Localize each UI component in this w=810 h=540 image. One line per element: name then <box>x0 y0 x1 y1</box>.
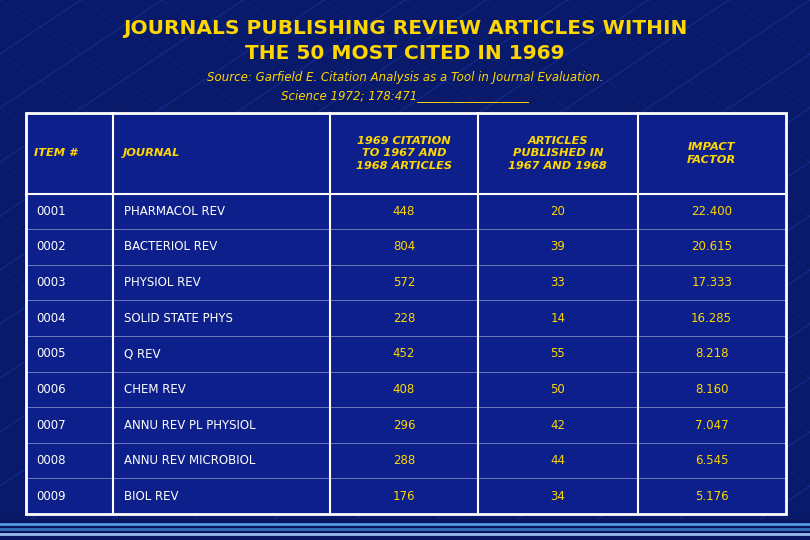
Text: 22.400: 22.400 <box>691 205 732 218</box>
Text: ITEM #: ITEM # <box>34 148 77 158</box>
Text: 55: 55 <box>550 347 565 360</box>
Text: 33: 33 <box>550 276 565 289</box>
Text: Source: Garfield E. Citation Analysis as a Tool in Journal Evaluation.: Source: Garfield E. Citation Analysis as… <box>207 71 603 84</box>
Text: BIOL REV: BIOL REV <box>124 490 178 503</box>
Text: 7.047: 7.047 <box>695 418 728 431</box>
Text: 20.615: 20.615 <box>691 240 732 253</box>
Text: 1969 CITATION
TO 1967 AND
1968 ARTICLES: 1969 CITATION TO 1967 AND 1968 ARTICLES <box>356 136 452 171</box>
Text: THE 50 MOST CITED IN 1969: THE 50 MOST CITED IN 1969 <box>245 44 565 63</box>
Text: Q REV: Q REV <box>124 347 160 360</box>
Text: 0009: 0009 <box>36 490 66 503</box>
Text: 8.218: 8.218 <box>695 347 728 360</box>
Text: 16.285: 16.285 <box>691 312 732 325</box>
Text: 0001: 0001 <box>36 205 66 218</box>
Text: PHYSIOL REV: PHYSIOL REV <box>124 276 200 289</box>
Text: 176: 176 <box>393 490 416 503</box>
Text: 408: 408 <box>393 383 415 396</box>
Text: 572: 572 <box>393 276 415 289</box>
Text: JOURNALS PUBLISHING REVIEW ARTICLES WITHIN: JOURNALS PUBLISHING REVIEW ARTICLES WITH… <box>123 19 687 38</box>
Text: 0004: 0004 <box>36 312 66 325</box>
Bar <box>0 519 810 540</box>
Text: 5.176: 5.176 <box>695 490 728 503</box>
Text: 296: 296 <box>393 418 416 431</box>
Text: 34: 34 <box>550 490 565 503</box>
Text: 39: 39 <box>550 240 565 253</box>
FancyBboxPatch shape <box>26 113 786 514</box>
Text: 0007: 0007 <box>36 418 66 431</box>
Text: IMPACT
FACTOR: IMPACT FACTOR <box>687 142 736 165</box>
Text: ANNU REV MICROBIOL: ANNU REV MICROBIOL <box>124 454 255 467</box>
Text: 228: 228 <box>393 312 415 325</box>
Text: 0006: 0006 <box>36 383 66 396</box>
Text: 20: 20 <box>550 205 565 218</box>
Text: 8.160: 8.160 <box>695 383 728 396</box>
Text: 14: 14 <box>550 312 565 325</box>
Text: Science 1972; 178:471___________________: Science 1972; 178:471___________________ <box>281 89 529 102</box>
Text: SOLID STATE PHYS: SOLID STATE PHYS <box>124 312 232 325</box>
Text: CHEM REV: CHEM REV <box>124 383 185 396</box>
Text: 0003: 0003 <box>36 276 66 289</box>
Text: 50: 50 <box>550 383 565 396</box>
Text: BACTERIOL REV: BACTERIOL REV <box>124 240 217 253</box>
Text: 42: 42 <box>550 418 565 431</box>
Text: 0008: 0008 <box>36 454 66 467</box>
Text: 288: 288 <box>393 454 415 467</box>
Text: 452: 452 <box>393 347 415 360</box>
Text: 44: 44 <box>550 454 565 467</box>
Text: 0005: 0005 <box>36 347 66 360</box>
Text: 804: 804 <box>393 240 415 253</box>
Text: PHARMACOL REV: PHARMACOL REV <box>124 205 225 218</box>
Text: 448: 448 <box>393 205 415 218</box>
Text: 17.333: 17.333 <box>691 276 732 289</box>
Text: ANNU REV PL PHYSIOL: ANNU REV PL PHYSIOL <box>124 418 255 431</box>
Text: 6.545: 6.545 <box>695 454 728 467</box>
Text: 0002: 0002 <box>36 240 66 253</box>
Text: JOURNAL: JOURNAL <box>123 148 181 158</box>
Text: ARTICLES
PUBLISHED IN
1967 AND 1968: ARTICLES PUBLISHED IN 1967 AND 1968 <box>509 136 608 171</box>
